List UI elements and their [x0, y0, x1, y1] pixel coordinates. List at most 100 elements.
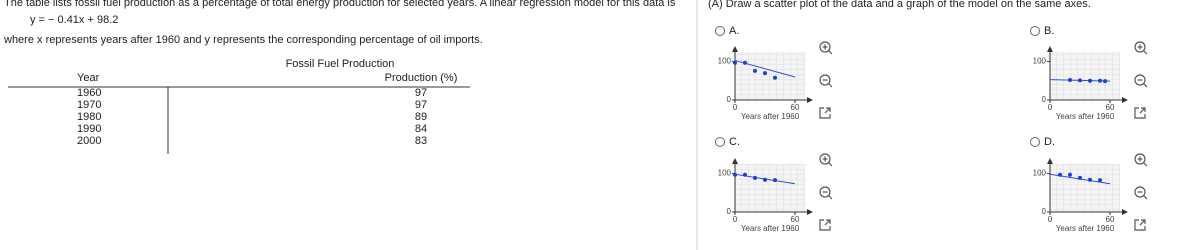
data-point — [733, 172, 737, 177]
y-tick-label: 0 — [727, 207, 732, 216]
data-point — [1103, 79, 1107, 84]
table-caption: Fossil Fuel Production — [286, 58, 395, 70]
data-point — [1078, 175, 1082, 180]
arrow — [732, 158, 738, 164]
data-point — [773, 75, 777, 80]
production-cell: 84 — [415, 123, 427, 135]
table-header: Production (%) — [385, 72, 458, 84]
zoom-out[interactable] — [819, 186, 831, 198]
radio[interactable] — [715, 137, 725, 147]
table-body: 1960 97 1970 97 1980 89 1990 84 2000 83 — [77, 87, 427, 147]
year-cell: 2000 — [77, 135, 101, 147]
x-tick-label: 0 — [1048, 215, 1053, 224]
icon-part — [828, 195, 833, 200]
year-cell: 1990 — [77, 123, 101, 135]
zoom-in[interactable] — [1134, 41, 1146, 53]
x-axis-label: Years after 1960 — [741, 224, 800, 233]
arrow — [807, 97, 813, 103]
data-point — [1088, 177, 1092, 182]
year-cell: 1980 — [77, 111, 101, 123]
x-axis-label: Years after 1960 — [1056, 224, 1115, 233]
production-cell: 97 — [415, 87, 427, 99]
production-cell: 83 — [415, 135, 427, 147]
option-label: D. — [1044, 136, 1055, 148]
icon-part — [828, 162, 833, 167]
data-point — [1078, 78, 1082, 83]
y-tick-label: 100 — [1033, 169, 1047, 178]
option-label: C. — [729, 136, 740, 148]
y-tick-label: 100 — [1033, 57, 1047, 66]
arrow — [1122, 209, 1128, 215]
x-axis-label: Years after 1960 — [741, 112, 800, 121]
arrow — [807, 209, 813, 215]
model: y = − 0.41x + 98.2 — [30, 14, 118, 26]
icon-part — [828, 50, 833, 55]
production-cell: 89 — [415, 111, 427, 123]
data-point — [753, 175, 757, 180]
definition: where x represents years after 1960 and … — [3, 34, 483, 46]
data-point — [1098, 78, 1102, 83]
data-point — [773, 178, 777, 183]
x-tick-label: 0 — [733, 103, 738, 112]
icon-part — [1143, 162, 1148, 167]
zoom-out[interactable] — [1134, 74, 1146, 86]
y-tick-label: 0 — [1042, 207, 1047, 216]
icon-part — [828, 83, 833, 88]
zoom-out[interactable] — [819, 74, 831, 86]
x-tick-label: 60 — [791, 103, 800, 112]
icon-part — [1143, 50, 1148, 55]
x-tick-label: 0 — [1048, 103, 1053, 112]
data-point — [743, 60, 747, 65]
zoom-in[interactable] — [819, 153, 831, 165]
data-point — [1098, 178, 1102, 183]
radio[interactable] — [1030, 137, 1040, 147]
data-point — [763, 177, 767, 182]
plot-area — [735, 52, 805, 100]
x-tick-label: 60 — [1106, 103, 1115, 112]
option-label: A. — [729, 25, 739, 37]
popout[interactable] — [1134, 107, 1146, 119]
y-tick-label: 100 — [718, 57, 732, 66]
problem-intro: The table lists fossil fuel production a… — [4, 0, 676, 9]
zoom-in[interactable] — [1134, 153, 1146, 165]
zoom-in[interactable] — [819, 41, 831, 53]
question: (A) Draw a scatter plot of the data and … — [708, 0, 1091, 10]
zoom-out[interactable] — [1134, 186, 1146, 198]
icon-part — [1143, 83, 1148, 88]
x-tick-label: 60 — [1106, 215, 1115, 224]
data-point — [743, 172, 747, 177]
data-point — [1058, 172, 1062, 177]
data-point — [753, 68, 757, 73]
arrow — [1047, 158, 1053, 164]
arrow — [1122, 97, 1128, 103]
plot-area — [1050, 164, 1120, 212]
popout[interactable] — [819, 107, 831, 119]
popout[interactable] — [1134, 219, 1146, 231]
radio[interactable] — [715, 26, 725, 36]
year-cell: 1960 — [77, 87, 101, 99]
option-label: B. — [1044, 25, 1054, 37]
arrow — [732, 46, 738, 52]
x-tick-label: 0 — [733, 215, 738, 224]
arrow — [1047, 46, 1053, 52]
x-axis-label: Years after 1960 — [1056, 112, 1115, 121]
data-point — [1068, 172, 1072, 177]
year-cell: 1970 — [77, 99, 101, 111]
plot-area — [1050, 52, 1120, 100]
y-tick-label: 0 — [1042, 95, 1047, 104]
table-header: Year — [77, 72, 100, 84]
popout[interactable] — [819, 219, 831, 231]
x-tick-label: 60 — [791, 215, 800, 224]
y-tick-label: 0 — [727, 95, 732, 104]
data-point — [1088, 78, 1092, 83]
data-point — [733, 60, 737, 65]
production-cell: 97 — [415, 99, 427, 111]
radio[interactable] — [1030, 26, 1040, 36]
